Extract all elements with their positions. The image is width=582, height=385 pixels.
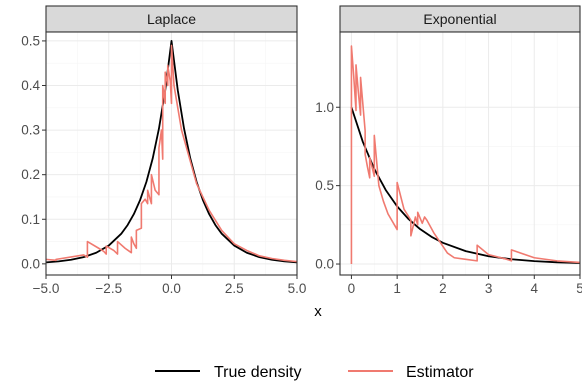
x-tick-label: −2.5 bbox=[95, 281, 122, 296]
y-tick-label: 0.0 bbox=[315, 257, 334, 272]
strip-title-exponential: Exponential bbox=[423, 11, 496, 27]
legend: True density Estimator bbox=[155, 364, 474, 381]
series-line-true-density-laplace bbox=[45, 40, 298, 264]
x-tick-label: 2.5 bbox=[225, 281, 244, 296]
y-tick-label: 0.4 bbox=[21, 78, 40, 93]
y-tick-label: 0.5 bbox=[21, 33, 40, 48]
x-tick-label: 0 bbox=[348, 281, 356, 296]
plot-area-exponential bbox=[340, 32, 580, 275]
x-ticks-laplace: −5.0 −2.5 0.0 2.5 5.0 bbox=[33, 275, 307, 296]
strip-exponential bbox=[339, 5, 581, 33]
x-tick-label: −5.0 bbox=[33, 281, 60, 296]
y-tick-label: 0.2 bbox=[21, 167, 40, 182]
panel-exponential: Exponential 0 1 2 3 4 5 0.0 0.5 1.0 bbox=[315, 5, 582, 296]
y-tick-label: 1.0 bbox=[315, 100, 334, 115]
x-tick-label: 3 bbox=[485, 281, 493, 296]
y-ticks-laplace: 0.0 0.1 0.2 0.3 0.4 0.5 bbox=[21, 33, 46, 271]
lines-laplace bbox=[45, 40, 298, 264]
y-tick-label: 0.0 bbox=[21, 256, 40, 271]
legend-label-estimator: Estimator bbox=[406, 364, 474, 381]
x-tick-label: 0.0 bbox=[162, 281, 181, 296]
x-tick-label: 2 bbox=[439, 281, 447, 296]
legend-label-true-density: True density bbox=[214, 364, 301, 381]
strip-laplace bbox=[45, 5, 298, 33]
panel-laplace: Laplace −5.0 −2.5 0.0 2.5 5.0 0.00.10.20.30.… bbox=[21, 5, 307, 296]
x-tick-label: 5 bbox=[576, 281, 582, 296]
x-tick-label: 4 bbox=[531, 281, 539, 296]
y-tick-label: 0.3 bbox=[21, 123, 40, 138]
x-tick-label: 1 bbox=[393, 281, 401, 296]
series-line-estimator-exponential bbox=[350, 45, 581, 265]
strip-title-laplace: Laplace bbox=[147, 11, 196, 27]
y-ticks-exponential: 0.0 0.5 1.0 bbox=[315, 100, 340, 272]
lines-exponential bbox=[350, 45, 581, 265]
y-tick-label: 0.1 bbox=[21, 212, 40, 227]
x-axis-title: x bbox=[314, 303, 322, 320]
x-tick-label: 5.0 bbox=[288, 281, 307, 296]
x-ticks-exponential: 0 1 2 3 4 5 bbox=[348, 275, 582, 296]
series-line-estimator-laplace bbox=[45, 44, 298, 263]
y-tick-label: 0.5 bbox=[315, 178, 334, 193]
panel-border-exponential bbox=[339, 31, 581, 276]
